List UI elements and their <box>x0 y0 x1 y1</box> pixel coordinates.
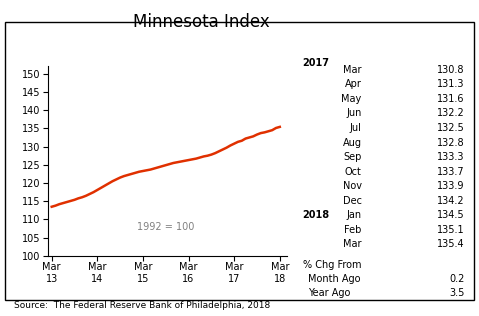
Text: 132.2: 132.2 <box>437 108 465 118</box>
Text: Feb: Feb <box>344 225 362 235</box>
Text: Month Ago: Month Ago <box>308 274 360 284</box>
Text: 134.5: 134.5 <box>437 210 465 220</box>
Text: 135.4: 135.4 <box>437 239 465 249</box>
Text: 132.5: 132.5 <box>437 123 465 133</box>
Text: 133.7: 133.7 <box>437 167 465 177</box>
Text: 133.9: 133.9 <box>437 181 465 191</box>
Text: 134.2: 134.2 <box>437 196 465 206</box>
Text: 131.3: 131.3 <box>437 79 465 89</box>
Text: Mar: Mar <box>343 239 362 249</box>
Text: Jun: Jun <box>346 108 362 118</box>
Text: Dec: Dec <box>342 196 362 206</box>
Text: 135.1: 135.1 <box>437 225 465 235</box>
Text: Year Ago: Year Ago <box>308 288 350 298</box>
Text: 132.8: 132.8 <box>437 137 465 148</box>
Text: Apr: Apr <box>345 79 362 89</box>
Text: May: May <box>342 94 362 104</box>
Text: 3.5: 3.5 <box>449 288 465 298</box>
Text: 0.2: 0.2 <box>449 274 465 284</box>
Text: Minnesota Index: Minnesota Index <box>133 13 270 31</box>
Text: Nov: Nov <box>342 181 362 191</box>
Text: 131.6: 131.6 <box>437 94 465 104</box>
Text: Jul: Jul <box>350 123 362 133</box>
Text: Jan: Jan <box>346 210 362 220</box>
Text: 1992 = 100: 1992 = 100 <box>137 222 194 233</box>
Text: Aug: Aug <box>342 137 362 148</box>
Text: 2018: 2018 <box>303 210 330 220</box>
Text: Oct: Oct <box>345 167 362 177</box>
Text: % Chg From: % Chg From <box>303 260 361 270</box>
Text: Sep: Sep <box>343 152 362 162</box>
Text: 130.8: 130.8 <box>437 65 465 75</box>
Text: 133.3: 133.3 <box>437 152 465 162</box>
Text: Mar: Mar <box>343 65 362 75</box>
Text: Source:  The Federal Reserve Bank of Philadelphia, 2018: Source: The Federal Reserve Bank of Phil… <box>14 301 271 310</box>
Text: 2017: 2017 <box>303 58 330 69</box>
